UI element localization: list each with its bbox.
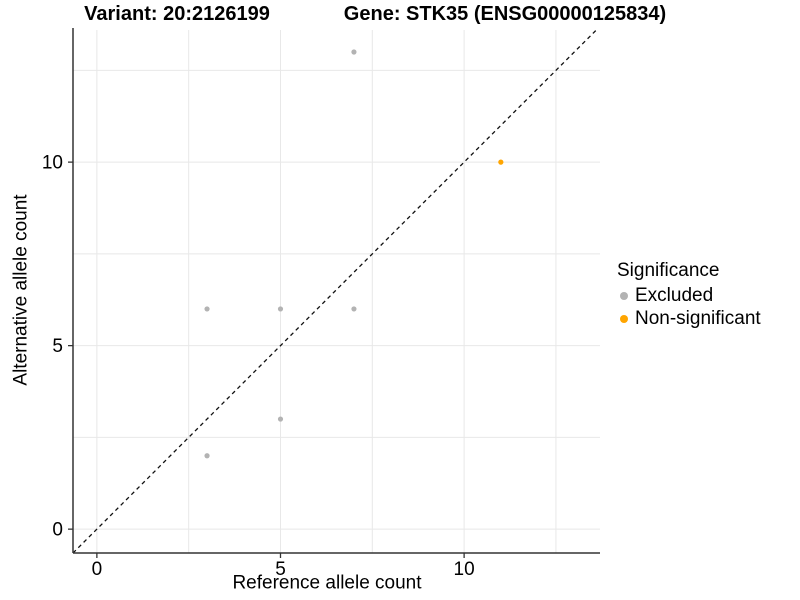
legend-key-dot-icon bbox=[620, 291, 628, 300]
legend-entry-label: Excluded bbox=[635, 285, 714, 306]
legend: Significance Excluded Non-significant bbox=[617, 261, 761, 332]
y-axis-label: Alternative allele count bbox=[10, 194, 32, 386]
x-tick-label: 0 bbox=[92, 559, 103, 580]
y-tick-label: 0 bbox=[52, 520, 63, 541]
data-point-excluded bbox=[277, 306, 284, 312]
data-point-non-significant bbox=[498, 159, 504, 165]
x-tick-label: 10 bbox=[454, 559, 475, 580]
data-point-excluded bbox=[351, 306, 357, 312]
legend-entry-non-significant: Non-significant bbox=[617, 309, 761, 328]
x-axis-label: Reference allele count bbox=[232, 572, 422, 594]
y-tick-label: 5 bbox=[52, 336, 63, 357]
legend-title: Significance bbox=[617, 260, 720, 281]
gene-title: Gene: STK35 (ENSG00000125834) bbox=[343, 3, 667, 25]
variant-title: Variant: 20:2126199 bbox=[84, 3, 270, 25]
y-tick-label: 10 bbox=[42, 153, 63, 174]
data-point-excluded bbox=[204, 306, 210, 312]
legend-entry-excluded: Excluded bbox=[617, 286, 761, 305]
legend-entry-label: Non-significant bbox=[635, 308, 761, 329]
legend-items: Excluded Non-significant bbox=[617, 286, 761, 328]
legend-key-dot-icon bbox=[620, 314, 628, 323]
data-point-excluded bbox=[351, 49, 357, 55]
x-tick-label: 5 bbox=[275, 559, 286, 580]
identity-line bbox=[72, 29, 597, 554]
data-point-excluded bbox=[204, 453, 210, 459]
data-point-excluded bbox=[277, 416, 284, 422]
